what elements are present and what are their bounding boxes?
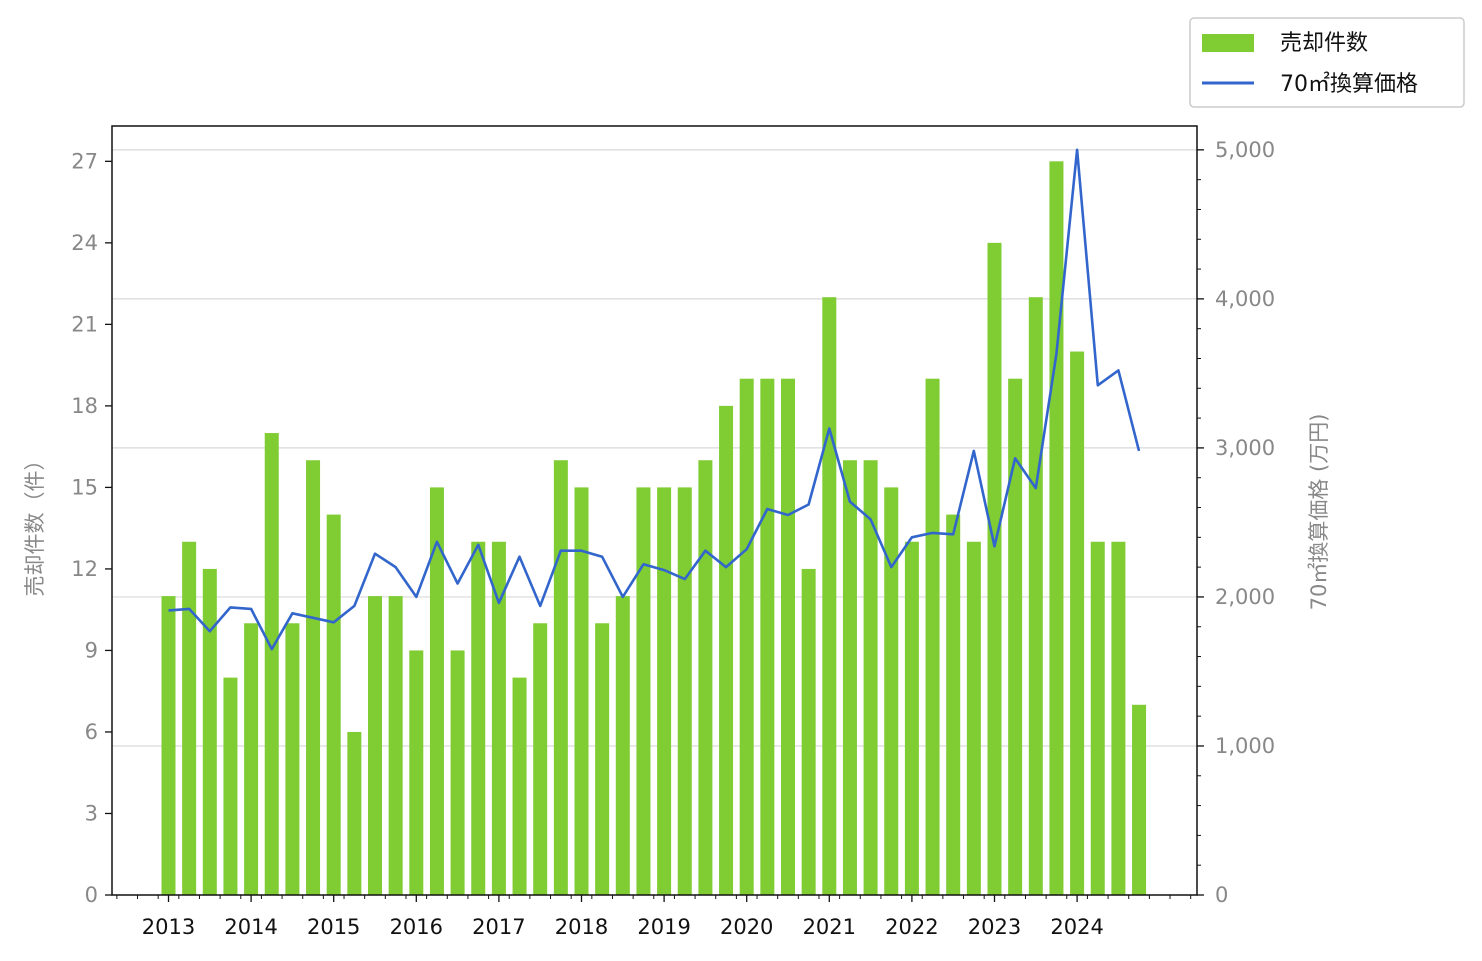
bar bbox=[1028, 297, 1043, 896]
bar bbox=[429, 487, 444, 895]
x-tick-label: 2021 bbox=[803, 915, 856, 939]
bar bbox=[388, 596, 403, 895]
legend-line-label: 70㎡換算価格 bbox=[1280, 71, 1418, 97]
y-left-tick-label: 6 bbox=[85, 720, 98, 744]
bar bbox=[1111, 541, 1126, 895]
x-tick-label: 2017 bbox=[472, 915, 525, 939]
bar bbox=[512, 677, 527, 895]
bar bbox=[450, 650, 465, 895]
price-line bbox=[168, 148, 1141, 651]
x-tick-label: 2013 bbox=[142, 915, 195, 939]
bar bbox=[368, 596, 382, 895]
y-right-tick-label: 5,000 bbox=[1215, 138, 1275, 162]
bar bbox=[822, 297, 837, 896]
x-tick-label: 2024 bbox=[1050, 915, 1103, 939]
y-right-tick-label: 2,000 bbox=[1215, 585, 1275, 609]
y-right-tick-label: 4,000 bbox=[1215, 287, 1275, 311]
bar bbox=[987, 242, 1002, 895]
bar bbox=[574, 487, 589, 895]
bar bbox=[264, 433, 279, 895]
bar bbox=[677, 487, 692, 895]
y-left-tick-label: 3 bbox=[85, 801, 98, 825]
y-left-tick-label: 24 bbox=[71, 231, 98, 255]
bar bbox=[636, 487, 651, 895]
legend-bar-label: 売却件数 bbox=[1280, 31, 1368, 56]
axes bbox=[111, 125, 1198, 896]
y-left-tick-label: 0 bbox=[85, 883, 98, 907]
x-tick-label: 2014 bbox=[224, 915, 277, 939]
bar bbox=[739, 378, 754, 896]
y-left-tick-label: 15 bbox=[71, 475, 98, 499]
legend-bar-swatch bbox=[1202, 34, 1254, 52]
bar bbox=[842, 460, 857, 895]
x-tick-label: 2018 bbox=[555, 915, 608, 939]
bar bbox=[1132, 704, 1147, 895]
legend: 売却件数 70㎡換算価格 bbox=[1189, 17, 1465, 108]
bar bbox=[409, 650, 424, 895]
x-tick-label: 2022 bbox=[885, 915, 938, 939]
bar-series bbox=[161, 161, 1147, 896]
y-right-tick-label: 0 bbox=[1215, 883, 1228, 907]
bar bbox=[1049, 161, 1064, 896]
y-left-tick-label: 18 bbox=[71, 394, 98, 418]
bar bbox=[966, 541, 981, 895]
bar bbox=[223, 677, 238, 895]
bar bbox=[719, 405, 734, 895]
bar bbox=[471, 541, 486, 895]
x-tick-label: 2016 bbox=[390, 915, 443, 939]
bar bbox=[801, 568, 816, 895]
bar bbox=[698, 460, 713, 895]
bar bbox=[884, 487, 899, 895]
tick-labels: 0 3 6 9 12 15 18 21 24 27 0 1,000 2,000 3,000 4,000 5,0… bbox=[71, 138, 1275, 939]
bar bbox=[1090, 541, 1105, 895]
bar bbox=[347, 731, 362, 895]
plot-frame bbox=[111, 125, 1198, 896]
y-left-tick-label: 27 bbox=[71, 149, 98, 173]
bar bbox=[781, 378, 795, 896]
bar bbox=[946, 514, 961, 895]
bar bbox=[285, 623, 300, 895]
line-series bbox=[168, 148, 1141, 651]
bar bbox=[306, 460, 321, 895]
y-axis-right-title: 70㎡換算価格 (万円) bbox=[1307, 414, 1331, 611]
y-right-tick-label: 3,000 bbox=[1215, 436, 1275, 460]
bar bbox=[657, 487, 672, 895]
bar bbox=[1070, 351, 1085, 895]
x-tick-label: 2019 bbox=[637, 915, 690, 939]
bar bbox=[553, 460, 568, 895]
bar bbox=[1008, 378, 1023, 896]
x-tick-label: 2020 bbox=[720, 915, 773, 939]
bar bbox=[904, 541, 919, 895]
y-axis-left-title: 売却件数（件） bbox=[23, 450, 47, 597]
bar bbox=[595, 623, 610, 895]
bar bbox=[202, 568, 217, 895]
bar bbox=[326, 514, 341, 895]
legend-box bbox=[1189, 17, 1465, 108]
bar bbox=[760, 378, 775, 896]
bar bbox=[925, 378, 940, 896]
x-tick-label: 2023 bbox=[968, 915, 1021, 939]
x-tick-label: 2015 bbox=[307, 915, 360, 939]
bar bbox=[182, 541, 197, 895]
y-left-tick-label: 9 bbox=[85, 638, 98, 662]
bar bbox=[533, 623, 548, 895]
y-right-tick-label: 1,000 bbox=[1215, 734, 1275, 758]
y-left-tick-label: 12 bbox=[71, 557, 98, 581]
bar bbox=[863, 460, 878, 895]
bar bbox=[161, 596, 176, 895]
bar bbox=[615, 596, 630, 895]
bar bbox=[491, 541, 506, 895]
y-left-tick-label: 21 bbox=[71, 312, 98, 336]
bar bbox=[244, 623, 259, 895]
